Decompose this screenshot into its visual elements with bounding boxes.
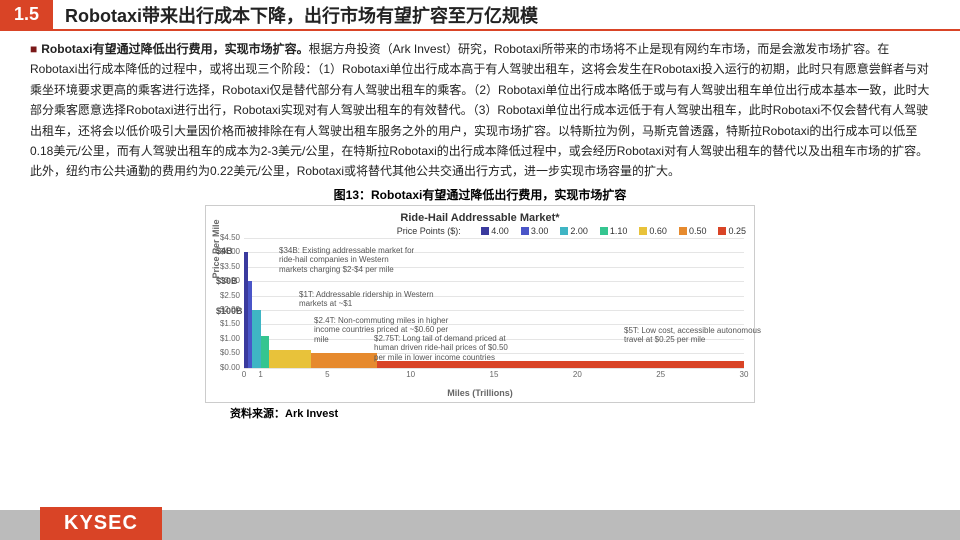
lead: Robotaxi有望通过降低出行费用，实现市场扩容。 — [41, 42, 308, 56]
legend-label: Price Points ($): — [397, 226, 461, 236]
x-axis: 0151015202530 — [244, 368, 744, 388]
plot-area: Price Per Mile $0.00$0.50$1.00$1.50$2.00… — [244, 238, 744, 368]
header: 1.5 Robotaxi带来出行成本下降，出行市场有望扩容至万亿规模 — [0, 0, 960, 31]
bullet-icon: ■ — [30, 42, 37, 56]
x-axis-label: Miles (Trillions) — [214, 388, 746, 398]
chart-title: Ride-Hail Addressable Market* — [214, 212, 746, 224]
section-number: 1.5 — [0, 0, 53, 29]
paragraph: 根据方舟投资（Ark Invest）研究，Robotaxi所带来的市场将不止是现… — [30, 42, 929, 178]
figure-caption: 图13：Robotaxi有望通过降低出行费用，实现市场扩容 — [0, 186, 960, 203]
chart-legend: Price Points ($): 4.003.002.001.100.600.… — [214, 226, 746, 236]
section-title: Robotaxi带来出行成本下降，出行市场有望扩容至万亿规模 — [53, 2, 538, 28]
source: 资料来源：Ark Invest — [230, 405, 960, 421]
body-text: ■ Robotaxi有望通过降低出行费用，实现市场扩容。根据方舟投资（Ark In… — [0, 31, 960, 184]
logo: KYSEC — [40, 507, 162, 540]
chart: Ride-Hail Addressable Market* Price Poin… — [205, 205, 755, 403]
